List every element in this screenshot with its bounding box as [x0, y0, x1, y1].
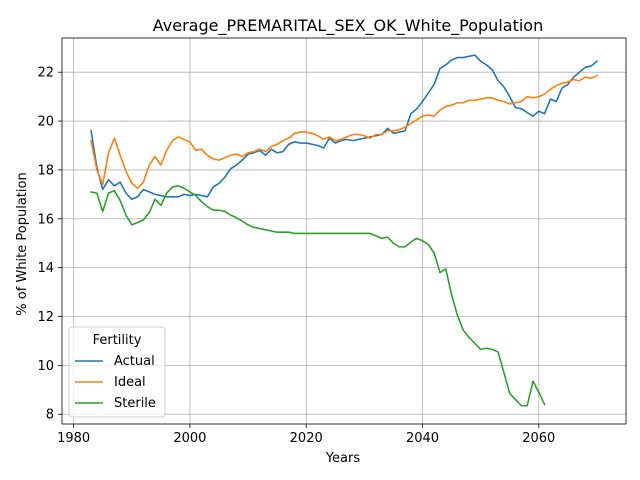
y-tick-label: 12 — [37, 310, 54, 325]
x-axis-ticks: 1980 2000 2020 2040 2060 — [57, 424, 555, 446]
x-tick-label: 2020 — [290, 431, 323, 446]
legend-label-sterile: Sterile — [114, 396, 156, 411]
series-line-ideal — [90, 74, 598, 190]
x-tick-label: 2060 — [522, 431, 555, 446]
y-tick-label: 8 — [46, 408, 54, 423]
x-tick-label: 2000 — [173, 431, 206, 446]
y-tick-label: 20 — [37, 115, 54, 130]
y-tick-label: 10 — [37, 359, 54, 374]
legend-title: Fertility — [93, 333, 142, 348]
series-line-actual — [90, 54, 599, 201]
y-tick-label: 18 — [37, 163, 54, 178]
legend-label-ideal: Ideal — [114, 375, 146, 390]
series-line-sterile — [90, 185, 546, 407]
y-axis-ticks: 8 10 12 14 16 18 20 22 — [37, 66, 62, 423]
legend-box — [68, 326, 166, 418]
legend-label-actual: Actual — [114, 354, 155, 369]
y-axis-title: % of White Population — [15, 172, 30, 315]
y-tick-label: 14 — [37, 261, 54, 276]
y-tick-label: 22 — [37, 66, 54, 81]
series-lines — [90, 54, 599, 407]
x-tick-label: 2040 — [406, 431, 439, 446]
plot-frame — [61, 37, 627, 425]
y-tick-label: 16 — [37, 212, 54, 227]
grid-lines — [62, 38, 626, 424]
chart-title: Average_PREMARITAL_SEX_OK_White_Populati… — [153, 16, 543, 36]
legend: Fertility Actual Ideal Sterile — [68, 326, 166, 418]
x-axis-title: Years — [325, 451, 361, 466]
x-tick-label: 1980 — [57, 431, 90, 446]
